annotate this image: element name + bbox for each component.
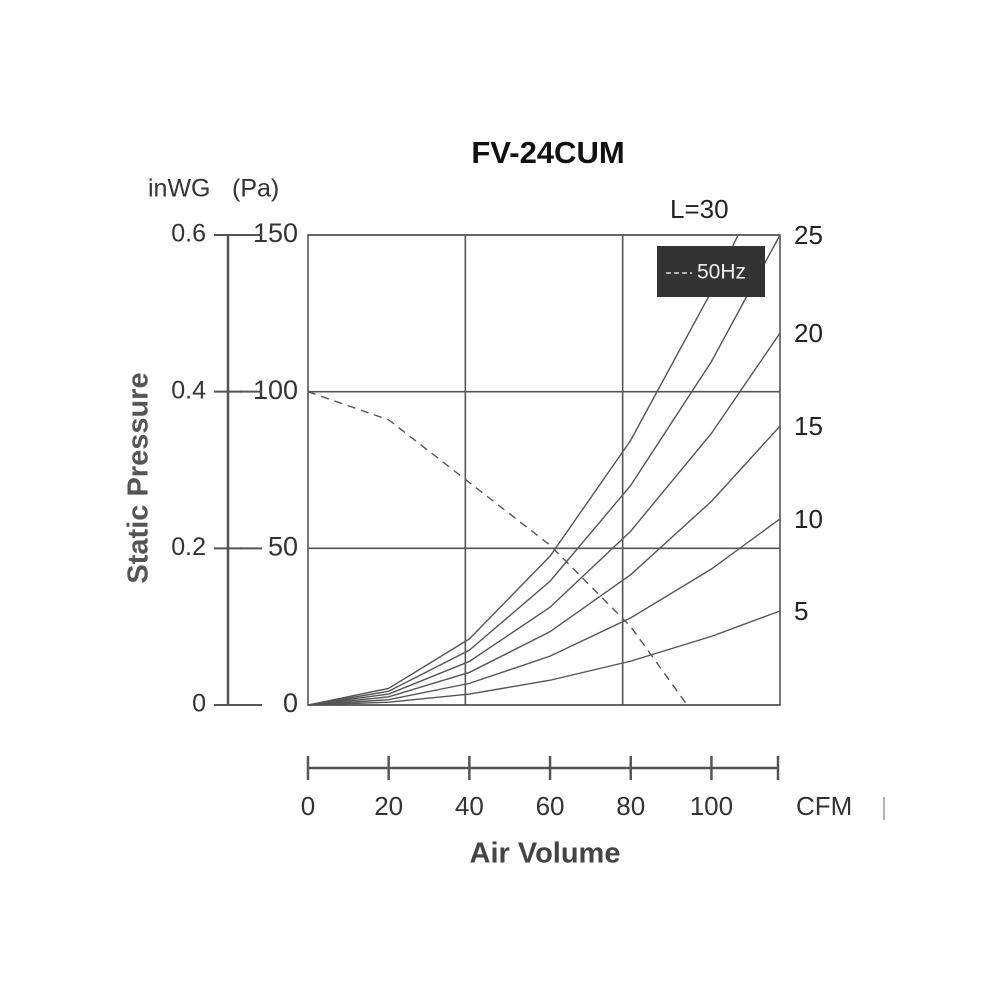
duct-curve: [307, 234, 739, 706]
fan-curve: [307, 391, 688, 706]
y2-unit: inWG: [148, 175, 211, 203]
x-tick-label: 20: [374, 791, 403, 821]
x-tick-label: 100: [690, 791, 733, 821]
y2-tick-label: 0.4: [171, 376, 206, 404]
x-unit: CFM: [796, 791, 852, 821]
y2-tick-label: 0: [192, 690, 206, 718]
y2-tick-label: 0.6: [171, 220, 206, 248]
y-tick-label: 0: [283, 688, 298, 718]
y-tick-label: 150: [253, 218, 298, 248]
x-tick-label: 40: [455, 791, 484, 821]
curve-label: 5: [794, 596, 808, 626]
chart-title: FV-24CUM: [471, 135, 624, 170]
curve-label: 15: [794, 411, 823, 441]
curve-label: 20: [794, 318, 823, 348]
duct-curve: [307, 610, 781, 706]
y-tick-label: 100: [253, 375, 298, 405]
y2-tick-label: 0.2: [171, 533, 206, 561]
duct-curve: [307, 518, 781, 706]
curve-label: 25: [794, 220, 823, 250]
y-unit: (Pa): [232, 175, 279, 203]
duct-curve: [307, 234, 781, 706]
x-tick-label: 60: [536, 791, 565, 821]
legend-label: 50Hz: [697, 261, 746, 284]
duct-curve: [307, 425, 781, 706]
curve-label: L=30: [670, 194, 729, 224]
curve-label: 10: [794, 504, 823, 534]
x-tick-label: 0: [301, 791, 315, 821]
x-tick-label: 80: [616, 791, 645, 821]
y-axis-label: Static Pressure: [123, 372, 155, 583]
legend-box: [657, 246, 765, 297]
duct-curve: [307, 332, 781, 706]
y-tick-label: 50: [268, 531, 298, 561]
x-axis-label: Air Volume: [470, 838, 621, 870]
